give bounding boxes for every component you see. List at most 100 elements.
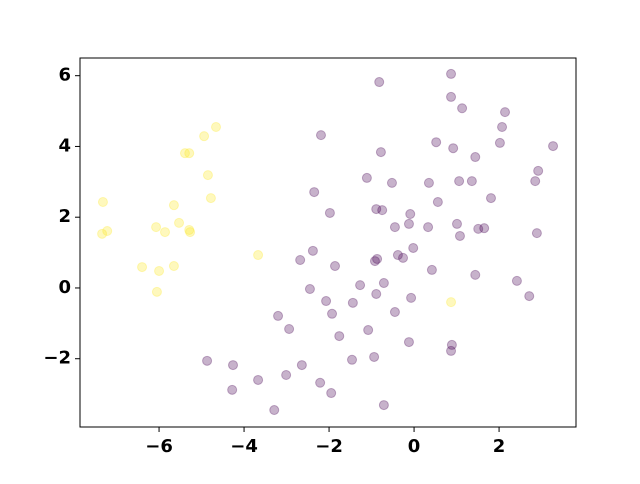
scatter-point <box>531 228 542 239</box>
scatter-point <box>479 223 490 234</box>
scatter-point <box>494 137 505 148</box>
scatter-point <box>205 193 216 204</box>
scatter-point <box>470 269 481 280</box>
x-tick-label: 2 <box>493 436 506 457</box>
scatter-point <box>369 256 380 267</box>
scatter-point <box>548 141 559 152</box>
scatter-point <box>326 388 337 399</box>
scatter-point <box>284 324 295 335</box>
scatter-point <box>451 218 462 229</box>
scatter-point <box>324 207 335 218</box>
scatter-point <box>448 143 459 154</box>
scatter-point <box>426 264 437 275</box>
scatter-point <box>296 360 307 371</box>
scatter-point <box>361 172 372 183</box>
scatter-point <box>154 265 165 276</box>
scatter-point <box>378 400 389 411</box>
scatter-point <box>446 91 457 102</box>
scatter-point <box>330 261 341 272</box>
scatter-point <box>473 223 484 234</box>
scatter-point <box>355 280 366 291</box>
scatter-point <box>446 345 457 356</box>
scatter-point <box>389 307 400 318</box>
scatter-point <box>309 187 320 198</box>
scatter-point <box>386 177 397 188</box>
scatter-point <box>432 196 443 207</box>
x-tick-label: −6 <box>145 436 173 457</box>
scatter-point <box>530 176 541 187</box>
y-tick-label: −2 <box>43 348 71 369</box>
y-tick-label: 6 <box>58 65 71 86</box>
scatter-point <box>408 242 419 253</box>
scatter-point <box>431 137 442 148</box>
scatter-point <box>307 245 318 256</box>
scatter-point <box>511 275 522 286</box>
scatter-point <box>485 193 496 204</box>
scatter-point <box>454 230 465 241</box>
scatter-point <box>470 152 481 163</box>
scatter-point <box>497 121 508 132</box>
scatter-point <box>533 165 544 176</box>
scatter-point <box>371 204 382 215</box>
scatter-point <box>524 291 535 302</box>
scatter-point <box>500 107 511 118</box>
y-tick-label: 4 <box>58 135 71 156</box>
scatter-point <box>369 351 380 362</box>
scatter-point <box>347 354 358 365</box>
scatter-point <box>403 218 414 229</box>
scatter-point <box>363 325 374 336</box>
scatter-point <box>304 284 315 295</box>
scatter-point <box>174 217 185 228</box>
scatter-point <box>97 228 108 239</box>
scatter-point <box>137 262 148 273</box>
scatter-point <box>184 224 195 235</box>
scatter-point <box>392 250 403 261</box>
scatter-point <box>446 68 457 79</box>
y-tick-label: 0 <box>58 277 71 298</box>
scatter-point <box>371 288 382 299</box>
scatter-point <box>446 297 457 308</box>
scatter-point <box>202 355 213 366</box>
scatter-point <box>269 405 280 416</box>
scatter-point <box>199 131 210 142</box>
scatter-point <box>151 286 162 297</box>
scatter-point <box>184 148 195 159</box>
scatter-point <box>185 227 196 238</box>
scatter-point <box>102 226 113 237</box>
scatter-point <box>97 196 108 207</box>
plot-frame <box>79 57 577 428</box>
scatter-point <box>202 170 213 181</box>
scatter-point <box>372 253 383 264</box>
x-tick-label: 0 <box>408 436 421 457</box>
scatter-point <box>281 369 292 380</box>
scatter-point <box>377 205 388 216</box>
scatter-point <box>454 176 465 187</box>
scatter-point <box>315 377 326 388</box>
scatter-point <box>168 261 179 272</box>
x-tick-label: −4 <box>230 436 258 457</box>
scatter-point <box>315 130 326 141</box>
scatter-point <box>168 200 179 211</box>
scatter-point <box>151 222 162 233</box>
scatter-point <box>446 339 457 350</box>
scatter-point <box>211 121 222 132</box>
scatter-point <box>398 252 409 263</box>
scatter-point <box>347 297 358 308</box>
y-tick-label: 2 <box>58 206 71 227</box>
scatter-point <box>253 250 264 261</box>
scatter-point <box>273 310 284 321</box>
scatter-point <box>457 103 468 114</box>
scatter-point <box>423 177 434 188</box>
scatter-point <box>334 331 345 342</box>
scatter-point <box>227 384 238 395</box>
scatter-point <box>321 296 332 307</box>
scatter-point <box>403 337 414 348</box>
scatter-point <box>179 148 190 159</box>
scatter-point <box>378 278 389 289</box>
scatter-point <box>405 209 416 220</box>
scatter-point <box>253 374 264 385</box>
scatter-point <box>327 308 338 319</box>
scatter-point <box>423 222 434 233</box>
scatter-point <box>160 227 171 238</box>
